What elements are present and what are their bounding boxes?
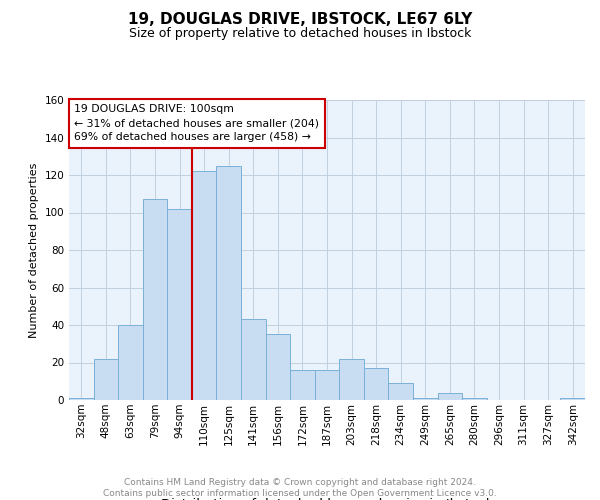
X-axis label: Distribution of detached houses by size in Ibstock: Distribution of detached houses by size … <box>161 498 493 500</box>
Bar <box>315 370 339 400</box>
Bar <box>266 334 290 400</box>
Bar <box>143 200 167 400</box>
Bar <box>560 398 585 400</box>
Bar <box>241 320 266 400</box>
Bar <box>192 171 217 400</box>
Y-axis label: Number of detached properties: Number of detached properties <box>29 162 39 338</box>
Bar <box>413 398 437 400</box>
Bar <box>388 383 413 400</box>
Bar <box>364 368 388 400</box>
Bar <box>462 398 487 400</box>
Bar <box>94 359 118 400</box>
Bar <box>69 398 94 400</box>
Bar <box>217 166 241 400</box>
Bar <box>437 392 462 400</box>
Text: Size of property relative to detached houses in Ibstock: Size of property relative to detached ho… <box>129 28 471 40</box>
Bar <box>167 209 192 400</box>
Text: 19, DOUGLAS DRIVE, IBSTOCK, LE67 6LY: 19, DOUGLAS DRIVE, IBSTOCK, LE67 6LY <box>128 12 472 28</box>
Bar <box>290 370 315 400</box>
Text: Contains HM Land Registry data © Crown copyright and database right 2024.
Contai: Contains HM Land Registry data © Crown c… <box>103 478 497 498</box>
Bar <box>118 325 143 400</box>
Bar <box>339 359 364 400</box>
Text: 19 DOUGLAS DRIVE: 100sqm
← 31% of detached houses are smaller (204)
69% of detac: 19 DOUGLAS DRIVE: 100sqm ← 31% of detach… <box>74 104 319 142</box>
